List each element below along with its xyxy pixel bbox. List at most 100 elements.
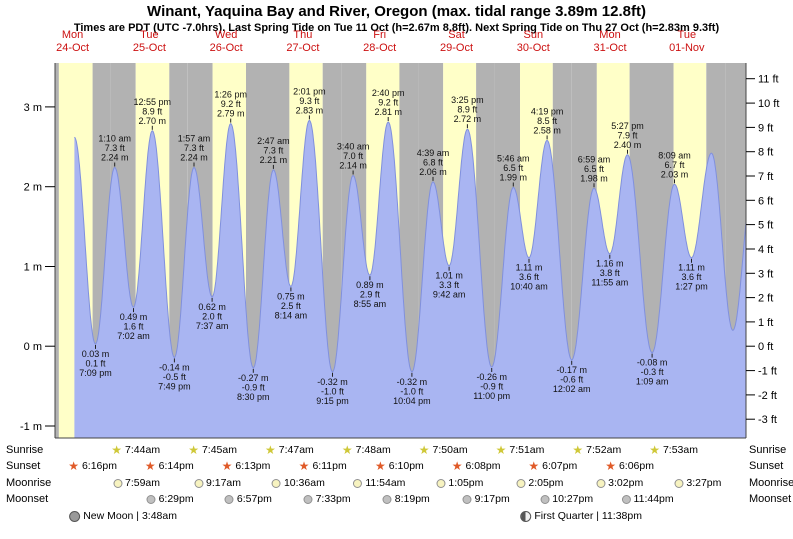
sunset-time-text: 6:07pm [542,460,578,472]
sunrise-time-entry: ★ 7:48am [342,443,391,457]
axis-right-tick-label: 2 ft [758,293,773,305]
moonrise-row-label-left: Moonrise [6,477,52,489]
axis-left-tick-label: 0 m [24,341,42,353]
plot-border [54,63,747,439]
tide-annotation-high: 5:27 pm [611,121,644,131]
tide-annotation-low: 1.6 ft [123,322,144,332]
moonrise-moon-icon [271,478,281,488]
moonrise-time-text: 3:27pm [686,477,722,489]
sunrise-star-icon: ★ [495,443,507,457]
tide-annotation-high: 2.40 m [614,140,642,150]
day-label: Sun 30-Oct [517,29,550,54]
moonset-row-label-right: Moonset [749,493,792,505]
sunset-time-text: 6:10pm [388,460,424,472]
moonset-time-entry: 6:29pm [146,492,194,506]
moonrise-moon-icon [596,478,606,488]
tide-annotation-low: 7:09 pm [79,368,112,378]
tide-annotation-high: 5:46 am [497,154,530,164]
moonset-moon-icon [462,494,472,504]
sunrise-star-icon: ★ [572,443,584,457]
tide-annotation-low: -0.9 ft [480,382,504,392]
sunset-star-icon: ★ [605,459,616,473]
tide-annotation-high: 2.58 m [533,125,561,135]
moonrise-time-entry: 2:05pm [516,476,563,490]
moonrise-time-entry: 11:54am [353,476,405,490]
tide-annotation-high: 7.3 ft [105,143,126,153]
axis-right: 11 ft 10 ft 9 ft 8 ft 7 ft 6 ft 5 ft 4 ft 3 ft 2 … [746,74,779,426]
tide-annotation-high: 7.0 ft [343,151,364,161]
sunset-time-entry: ★ 6:14pm [145,459,194,473]
moonset-time-text: 10:27pm [552,493,594,505]
tide-annotation-high: 2.21 m [260,155,288,165]
tide-annotation-low: 1.11 m [516,263,543,273]
sunrise-time-entry: ★ 7:51am [496,443,545,457]
moonset-moon-icon [621,494,631,504]
moonrise-moon-icon [674,478,684,488]
sunset-time-entry: ★ 6:06pm [605,459,654,473]
sunrise-time-text: 7:45am [201,444,237,456]
day-date: 24-Oct [56,41,90,54]
tide-annotations: 0.03 m0.1 ft7:09 pm1:10 am7.3 ft2.24 m0.… [79,86,708,405]
tide-annotation-low: 1:27 pm [675,282,708,292]
day-label: Sat 29-Oct [440,29,473,54]
moonrise-moon-icon [112,478,122,488]
day-name: Tue [140,29,159,41]
tide-annotation-high: 4:19 pm [531,106,564,116]
tide-annotation-high: 2:47 am [257,136,290,146]
moonset-time-text: 6:29pm [158,493,194,505]
tide-annotation-low: -0.9 ft [242,382,266,392]
tide-annotation-low: 7:37 am [196,321,229,331]
day-label: Tue 25-Oct [133,29,166,54]
day-name: Sun [523,29,544,41]
sunset-star-icon: ★ [374,459,386,473]
day-label: Wed 26-Oct [210,29,243,54]
tide-annotation-high: 9.2 ft [221,99,242,109]
day-labels-row: Mon 24-Oct Tue 25-Oct Wed 26-Oct Thu 27-Oct Fri 2… [0,29,793,55]
tide-annotation-high: 6.5 ft [503,163,524,173]
moon-phase-entry: New Moon | 3:48am [69,509,177,523]
tide-annotation-high: 2:01 pm [293,86,326,96]
moonset-time-entry: 11:44pm [621,492,674,506]
tide-annotation-low: 7:49 pm [158,381,191,391]
sunset-star-icon: ★ [451,459,463,473]
day-name: Mon [599,29,621,41]
tide-annotation-low: 2.0 ft [202,311,223,321]
moonset-time-text: 7:33pm [315,493,351,505]
moonrise-row-label-right: Moonrise [749,477,793,489]
day-name: Fri [373,29,387,41]
moonset-moon-icon [540,494,550,504]
tide-annotation-high: 3:25 pm [451,95,484,105]
axis-right-tick-label: 7 ft [758,171,773,183]
sunset-time-text: 6:06pm [618,460,654,472]
tide-annotation-low: 3.6 ft [681,272,702,282]
tide-annotation-low: 11:55 am [591,278,628,288]
tide-annotation-high: 1:26 pm [214,90,247,100]
sunset-time-entry: ★ 6:08pm [452,459,501,473]
tide-annotation-low: -0.3 ft [641,367,665,377]
sunset-time-entry: ★ 6:07pm [528,459,577,473]
tide-annotation-low: -1.0 ft [321,386,345,396]
tide-annotation-high: 2.72 m [454,114,482,124]
sunset-time-text: 6:13pm [235,460,271,472]
sunset-time-entry: ★ 6:13pm [222,459,271,473]
tide-annotation-low: 8:14 am [275,310,308,320]
day-date: 26-Oct [209,41,243,54]
tide-annotation-high: 2.03 m [661,169,689,179]
moon-phase-label: First Quarter | 11:38pm [534,510,642,522]
tide-annotation-high: 7.3 ft [184,143,205,153]
axis-right-tick-label: 5 ft [758,220,773,232]
sunset-time-entry: ★ 6:16pm [68,459,117,473]
tide-annotation-low: -0.26 m [476,372,507,382]
moonrise-time-entry: 9:17am [193,476,241,490]
tide-annotation-low: -0.5 ft [163,372,187,382]
moonrise-time-text: 3:02pm [608,477,644,489]
day-name: Sat [448,29,465,41]
tide-annotation-high: 8:09 am [658,150,691,160]
sunset-time-text: 6:11pm [312,460,347,472]
new-moon-icon [69,510,81,522]
sunset-star-icon: ★ [144,459,156,473]
moonset-time-entry: 8:19pm [382,492,430,506]
tide-annotation-high: 3:40 am [337,142,370,152]
day-name: Tue [677,29,697,41]
